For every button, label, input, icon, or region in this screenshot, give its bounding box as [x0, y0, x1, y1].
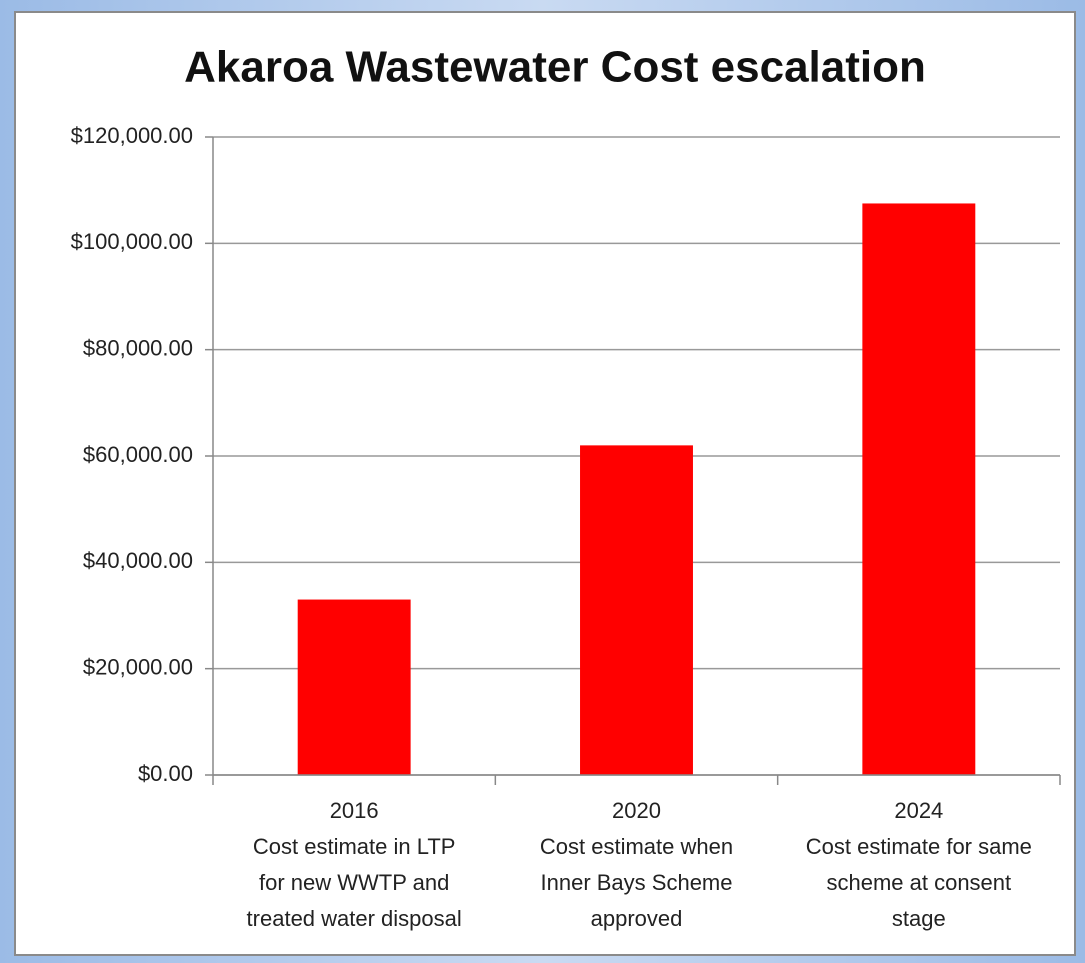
y-tick-label: $40,000.00 [83, 548, 193, 573]
bar [297, 599, 411, 775]
y-tick-label: $60,000.00 [83, 442, 193, 467]
x-tick-label: 2016 Cost estimate in LTP for new WWTP and… [247, 798, 462, 931]
y-tick-label: $120,000.00 [71, 123, 193, 148]
x-tick-label: 2024 Cost estimate for same scheme at cons… [806, 798, 1032, 931]
y-tick-label: $0.00 [138, 761, 193, 786]
chart-title: Akaroa Wastewater Cost escalation [184, 43, 926, 92]
y-tick-label: $80,000.00 [83, 335, 193, 360]
y-tick-label: $100,000.00 [71, 229, 193, 254]
bar [862, 203, 976, 776]
y-tick-label: $20,000.00 [83, 654, 193, 679]
x-tick-label: 2020 Cost estimate when Inner Bays Scheme a… [540, 798, 733, 931]
bar [580, 445, 693, 775]
